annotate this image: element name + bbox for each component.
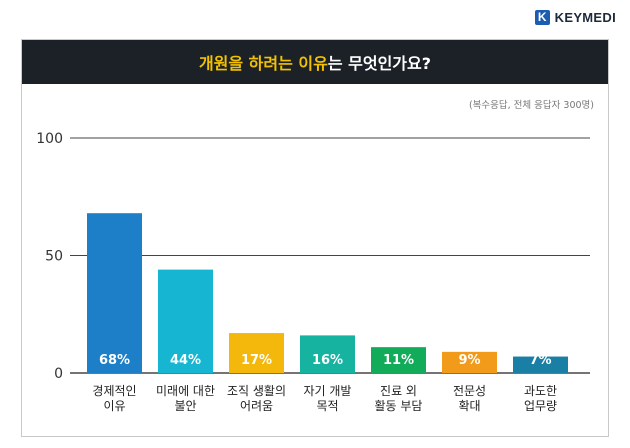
x-category-label: 업무량 bbox=[524, 399, 557, 413]
bar-value-label: 11% bbox=[383, 353, 414, 368]
x-category-label: 미래에 대한 bbox=[156, 384, 215, 398]
bar-value-label: 7% bbox=[529, 353, 551, 368]
bar-value-label: 17% bbox=[241, 353, 272, 368]
y-tick-label: 0 bbox=[54, 366, 63, 382]
x-category-label: 경제적인 bbox=[92, 384, 136, 398]
x-category-label: 전문성 bbox=[453, 384, 486, 398]
x-category-label: 확대 bbox=[458, 399, 480, 413]
y-tick-label: 50 bbox=[45, 249, 63, 265]
bar-value-label: 44% bbox=[170, 353, 201, 368]
bar-6 bbox=[513, 356, 568, 373]
x-category-label: 활동 부담 bbox=[375, 399, 423, 413]
chart-title: 개원을 하려는 이유 는 무엇인가요? bbox=[22, 40, 608, 84]
x-category-label: 이유 bbox=[103, 399, 125, 413]
x-category-label: 어려움 bbox=[240, 399, 273, 413]
x-category-label: 목적 bbox=[316, 399, 338, 413]
chart-title-highlight: 개원을 하려는 이유 bbox=[198, 54, 328, 73]
bar-1 bbox=[158, 269, 213, 373]
brand-logo: K KEYMEDI bbox=[534, 10, 616, 25]
bar-3 bbox=[300, 335, 355, 373]
bar-4 bbox=[371, 347, 426, 373]
y-tick-label: 100 bbox=[36, 131, 63, 147]
bar-2 bbox=[229, 333, 284, 373]
x-category-label: 진료 외 bbox=[380, 384, 417, 398]
bar-5 bbox=[442, 351, 497, 373]
x-category-label: 조직 생활의 bbox=[227, 384, 286, 398]
bar-value-label: 16% bbox=[312, 353, 343, 368]
bar-value-label: 9% bbox=[458, 353, 480, 368]
x-category-label: 자기 개발 bbox=[304, 384, 352, 398]
x-category-label: 과도한 bbox=[524, 384, 557, 398]
bar-0 bbox=[87, 213, 142, 373]
chart-card: 개원을 하려는 이유 는 무엇인가요? (복수응답, 전체 응답자 300명) 0… bbox=[21, 39, 609, 437]
brand-logo-icon: K bbox=[534, 10, 550, 25]
bar-value-label: 68% bbox=[99, 353, 130, 368]
x-category-label: 불안 bbox=[174, 399, 196, 413]
brand-name: KEYMEDI bbox=[554, 10, 616, 25]
chart-subtitle: (복수응답, 전체 응답자 300명) bbox=[468, 100, 594, 111]
chart-title-rest: 는 무엇인가요? bbox=[327, 54, 432, 73]
